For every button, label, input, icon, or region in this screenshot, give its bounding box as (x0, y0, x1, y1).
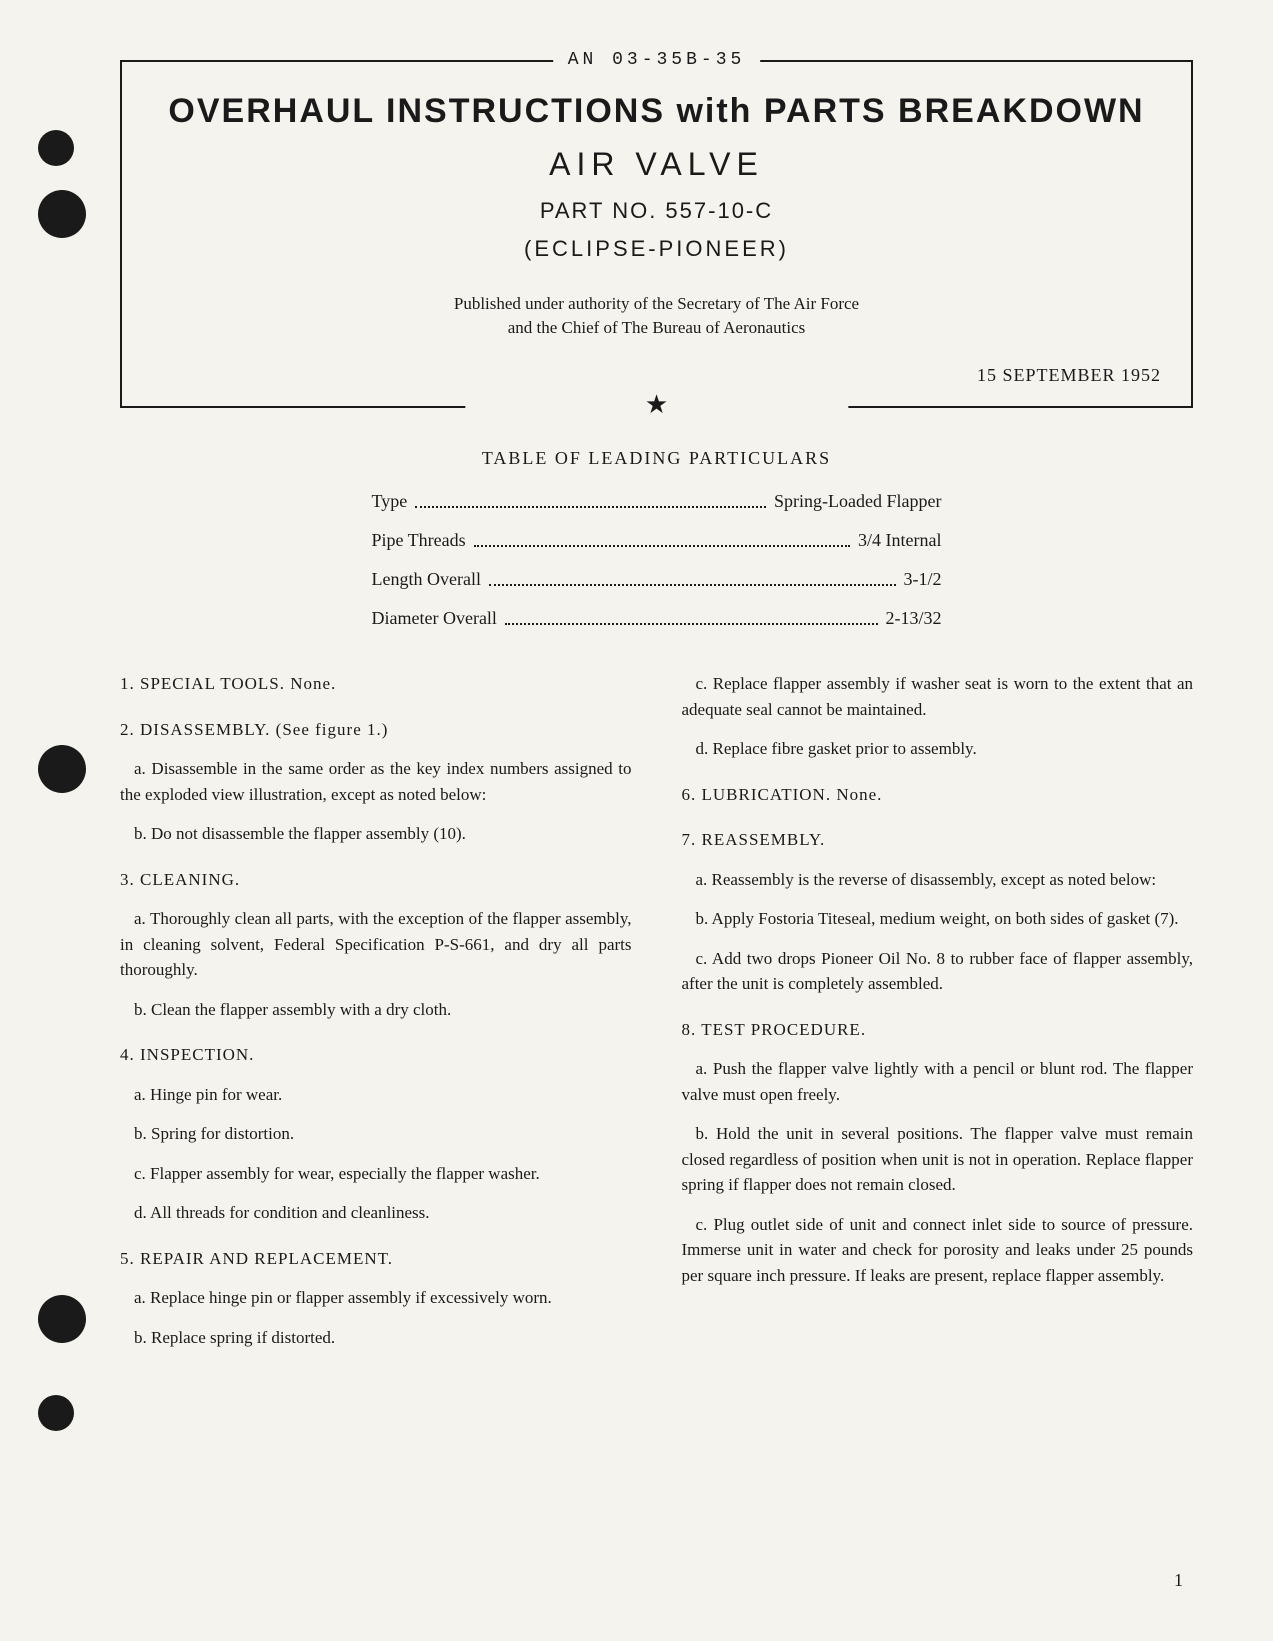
page-number: 1 (1174, 1570, 1183, 1591)
particulars-table: Type Spring-Loaded Flapper Pipe Threads … (372, 489, 942, 632)
section-heading: 6. LUBRICATION. None. (682, 782, 1194, 808)
sub-item: d. All threads for condition and cleanli… (120, 1200, 632, 1226)
star-container: ★ (465, 390, 848, 420)
sub-item: a. Reassembly is the reverse of disassem… (682, 867, 1194, 893)
particular-row: Length Overall 3-1/2 (372, 567, 942, 592)
dots-leader (415, 489, 766, 508)
publication-date: 15 SEPTEMBER 1952 (152, 365, 1161, 386)
sub-item: b. Apply Fostoria Titeseal, medium weigh… (682, 906, 1194, 932)
particulars-title: TABLE OF LEADING PARTICULARS (120, 448, 1193, 469)
particular-label: Pipe Threads (372, 528, 466, 553)
particular-label: Length Overall (372, 567, 481, 592)
particular-value: 3/4 Internal (858, 528, 941, 553)
punch-hole (38, 1395, 74, 1431)
doc-number-container: AN 03-35B-35 (553, 50, 761, 70)
right-column: c. Replace flapper assembly if washer se… (682, 671, 1194, 1364)
dots-leader (489, 567, 896, 586)
section-heading: 7. REASSEMBLY. (682, 827, 1194, 853)
sub-item: a. Replace hinge pin or flapper assembly… (120, 1285, 632, 1311)
particular-value: 2-13/32 (886, 606, 942, 631)
authority-line-1: Published under authority of the Secreta… (454, 294, 859, 313)
dots-leader (505, 606, 878, 625)
particular-row: Pipe Threads 3/4 Internal (372, 528, 942, 553)
section-heading: 5. REPAIR AND REPLACEMENT. (120, 1246, 632, 1272)
star-icon: ★ (645, 390, 668, 420)
particular-row: Type Spring-Loaded Flapper (372, 489, 942, 514)
sub-item: a. Push the flapper valve lightly with a… (682, 1056, 1194, 1107)
sub-title: AIR VALVE (152, 146, 1161, 183)
punch-hole (38, 190, 86, 238)
sub-item: b. Spring for distortion. (120, 1121, 632, 1147)
document-number: AN 03-35B-35 (568, 50, 746, 70)
authority-line-2: and the Chief of The Bureau of Aeronauti… (508, 318, 806, 337)
punch-hole (38, 130, 74, 166)
content-columns: 1. SPECIAL TOOLS. None. 2. DISASSEMBLY. (… (120, 671, 1193, 1364)
particular-row: Diameter Overall 2-13/32 (372, 606, 942, 631)
punch-hole (38, 1295, 86, 1343)
manufacturer: (ECLIPSE-PIONEER) (152, 236, 1161, 262)
sub-item: d. Replace fibre gasket prior to assembl… (682, 736, 1194, 762)
particular-value: Spring-Loaded Flapper (774, 489, 941, 514)
section-heading: 8. TEST PROCEDURE. (682, 1017, 1194, 1043)
dots-leader (474, 528, 850, 547)
section-heading: 3. CLEANING. (120, 867, 632, 893)
section-heading: 4. INSPECTION. (120, 1042, 632, 1068)
sub-item: a. Hinge pin for wear. (120, 1082, 632, 1108)
particular-value: 3-1/2 (904, 567, 942, 592)
authority-statement: Published under authority of the Secreta… (152, 292, 1161, 340)
sub-item: c. Flapper assembly for wear, especially… (120, 1161, 632, 1187)
main-title: OVERHAUL INSTRUCTIONS with PARTS BREAKDO… (152, 92, 1161, 131)
sub-item: c. Plug outlet side of unit and connect … (682, 1212, 1194, 1289)
sub-item: b. Replace spring if distorted. (120, 1325, 632, 1351)
sub-item: a. Thoroughly clean all parts, with the … (120, 906, 632, 983)
particular-label: Type (372, 489, 408, 514)
sub-item: a. Disassemble in the same order as the … (120, 756, 632, 807)
part-number: PART NO. 557-10-C (152, 198, 1161, 224)
punch-hole (38, 745, 86, 793)
section-heading: 2. DISASSEMBLY. (See figure 1.) (120, 717, 632, 743)
left-column: 1. SPECIAL TOOLS. None. 2. DISASSEMBLY. (… (120, 671, 632, 1364)
sub-item: c. Replace flapper assembly if washer se… (682, 671, 1194, 722)
header-box: AN 03-35B-35 OVERHAUL INSTRUCTIONS with … (120, 60, 1193, 408)
sub-item: b. Clean the flapper assembly with a dry… (120, 997, 632, 1023)
sub-item: c. Add two drops Pioneer Oil No. 8 to ru… (682, 946, 1194, 997)
particular-label: Diameter Overall (372, 606, 497, 631)
section-heading: 1. SPECIAL TOOLS. None. (120, 671, 632, 697)
sub-item: b. Hold the unit in several positions. T… (682, 1121, 1194, 1198)
sub-item: b. Do not disassemble the flapper assemb… (120, 821, 632, 847)
